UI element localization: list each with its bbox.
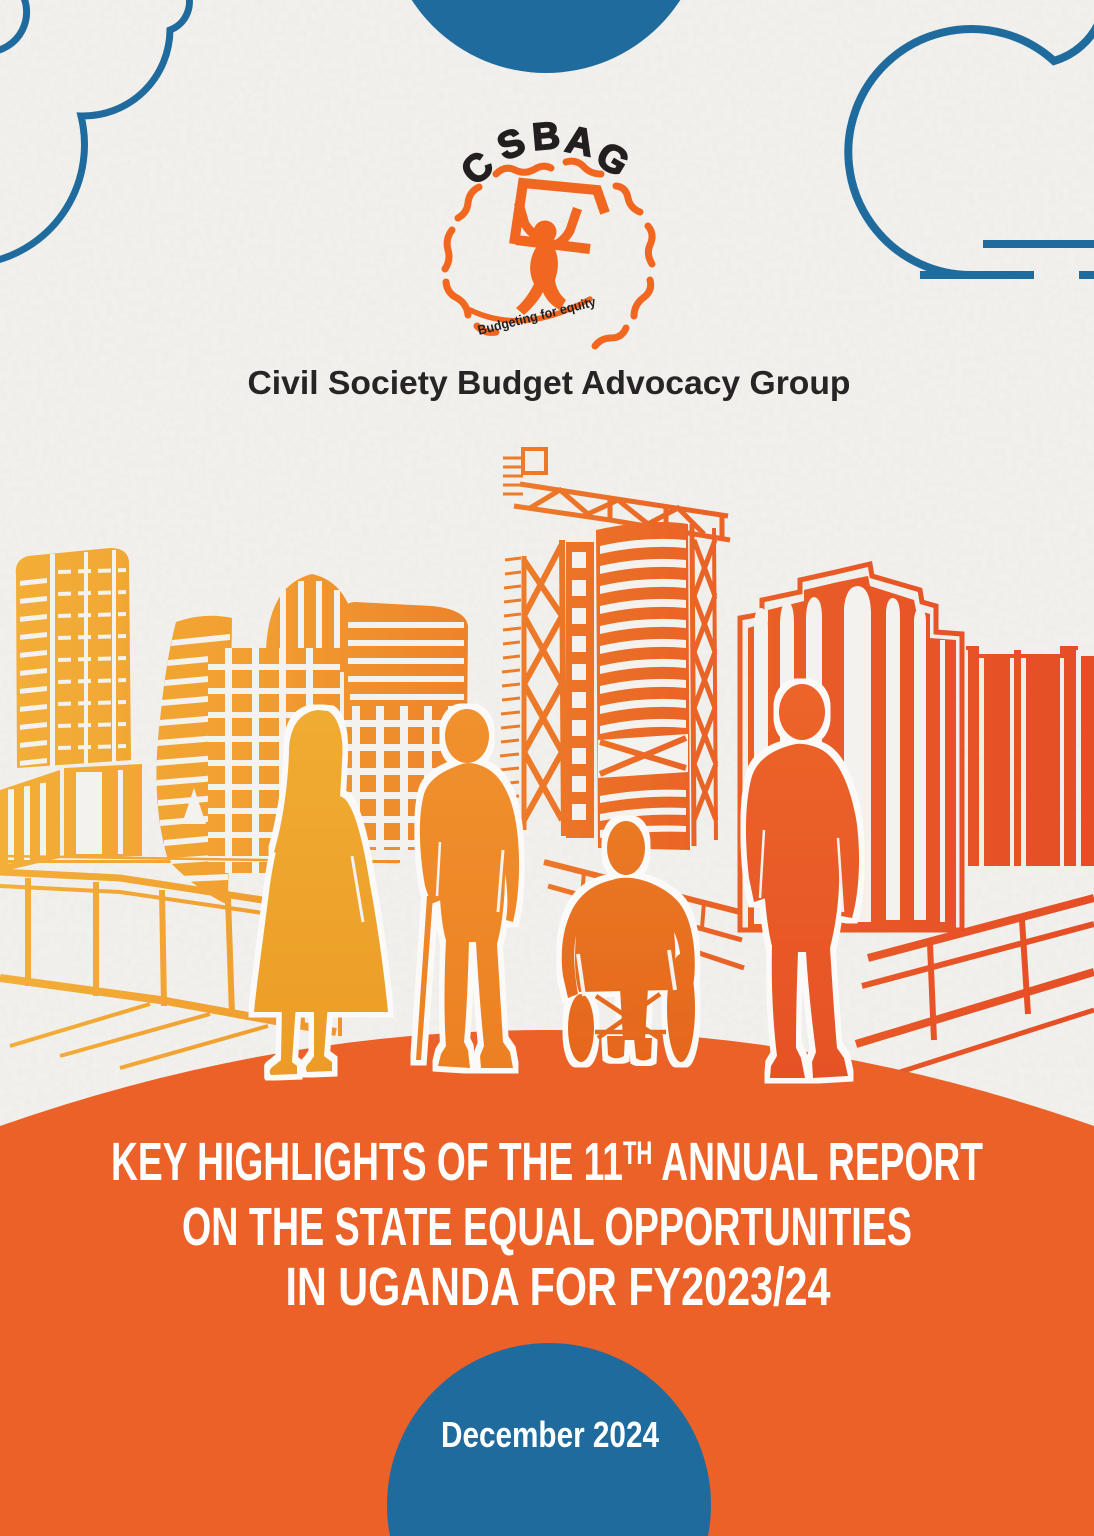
svg-text:KEY HIGHLIGHTS OF THE 11TH ANN: KEY HIGHLIGHTS OF THE 11TH ANNUAL REPORT [111, 1132, 983, 1192]
svg-text:IN UGANDA FOR FY2023/24: IN UGANDA FOR FY2023/24 [286, 1257, 831, 1317]
svg-text:B: B [531, 115, 562, 159]
svg-text:Civil Society Budget Advocacy: Civil Society Budget Advocacy Group [248, 364, 851, 401]
svg-text:December 2024: December 2024 [441, 1414, 659, 1455]
svg-text:ON THE STATE EQUAL OPPORTUNITI: ON THE STATE EQUAL OPPORTUNITIES [182, 1197, 912, 1257]
